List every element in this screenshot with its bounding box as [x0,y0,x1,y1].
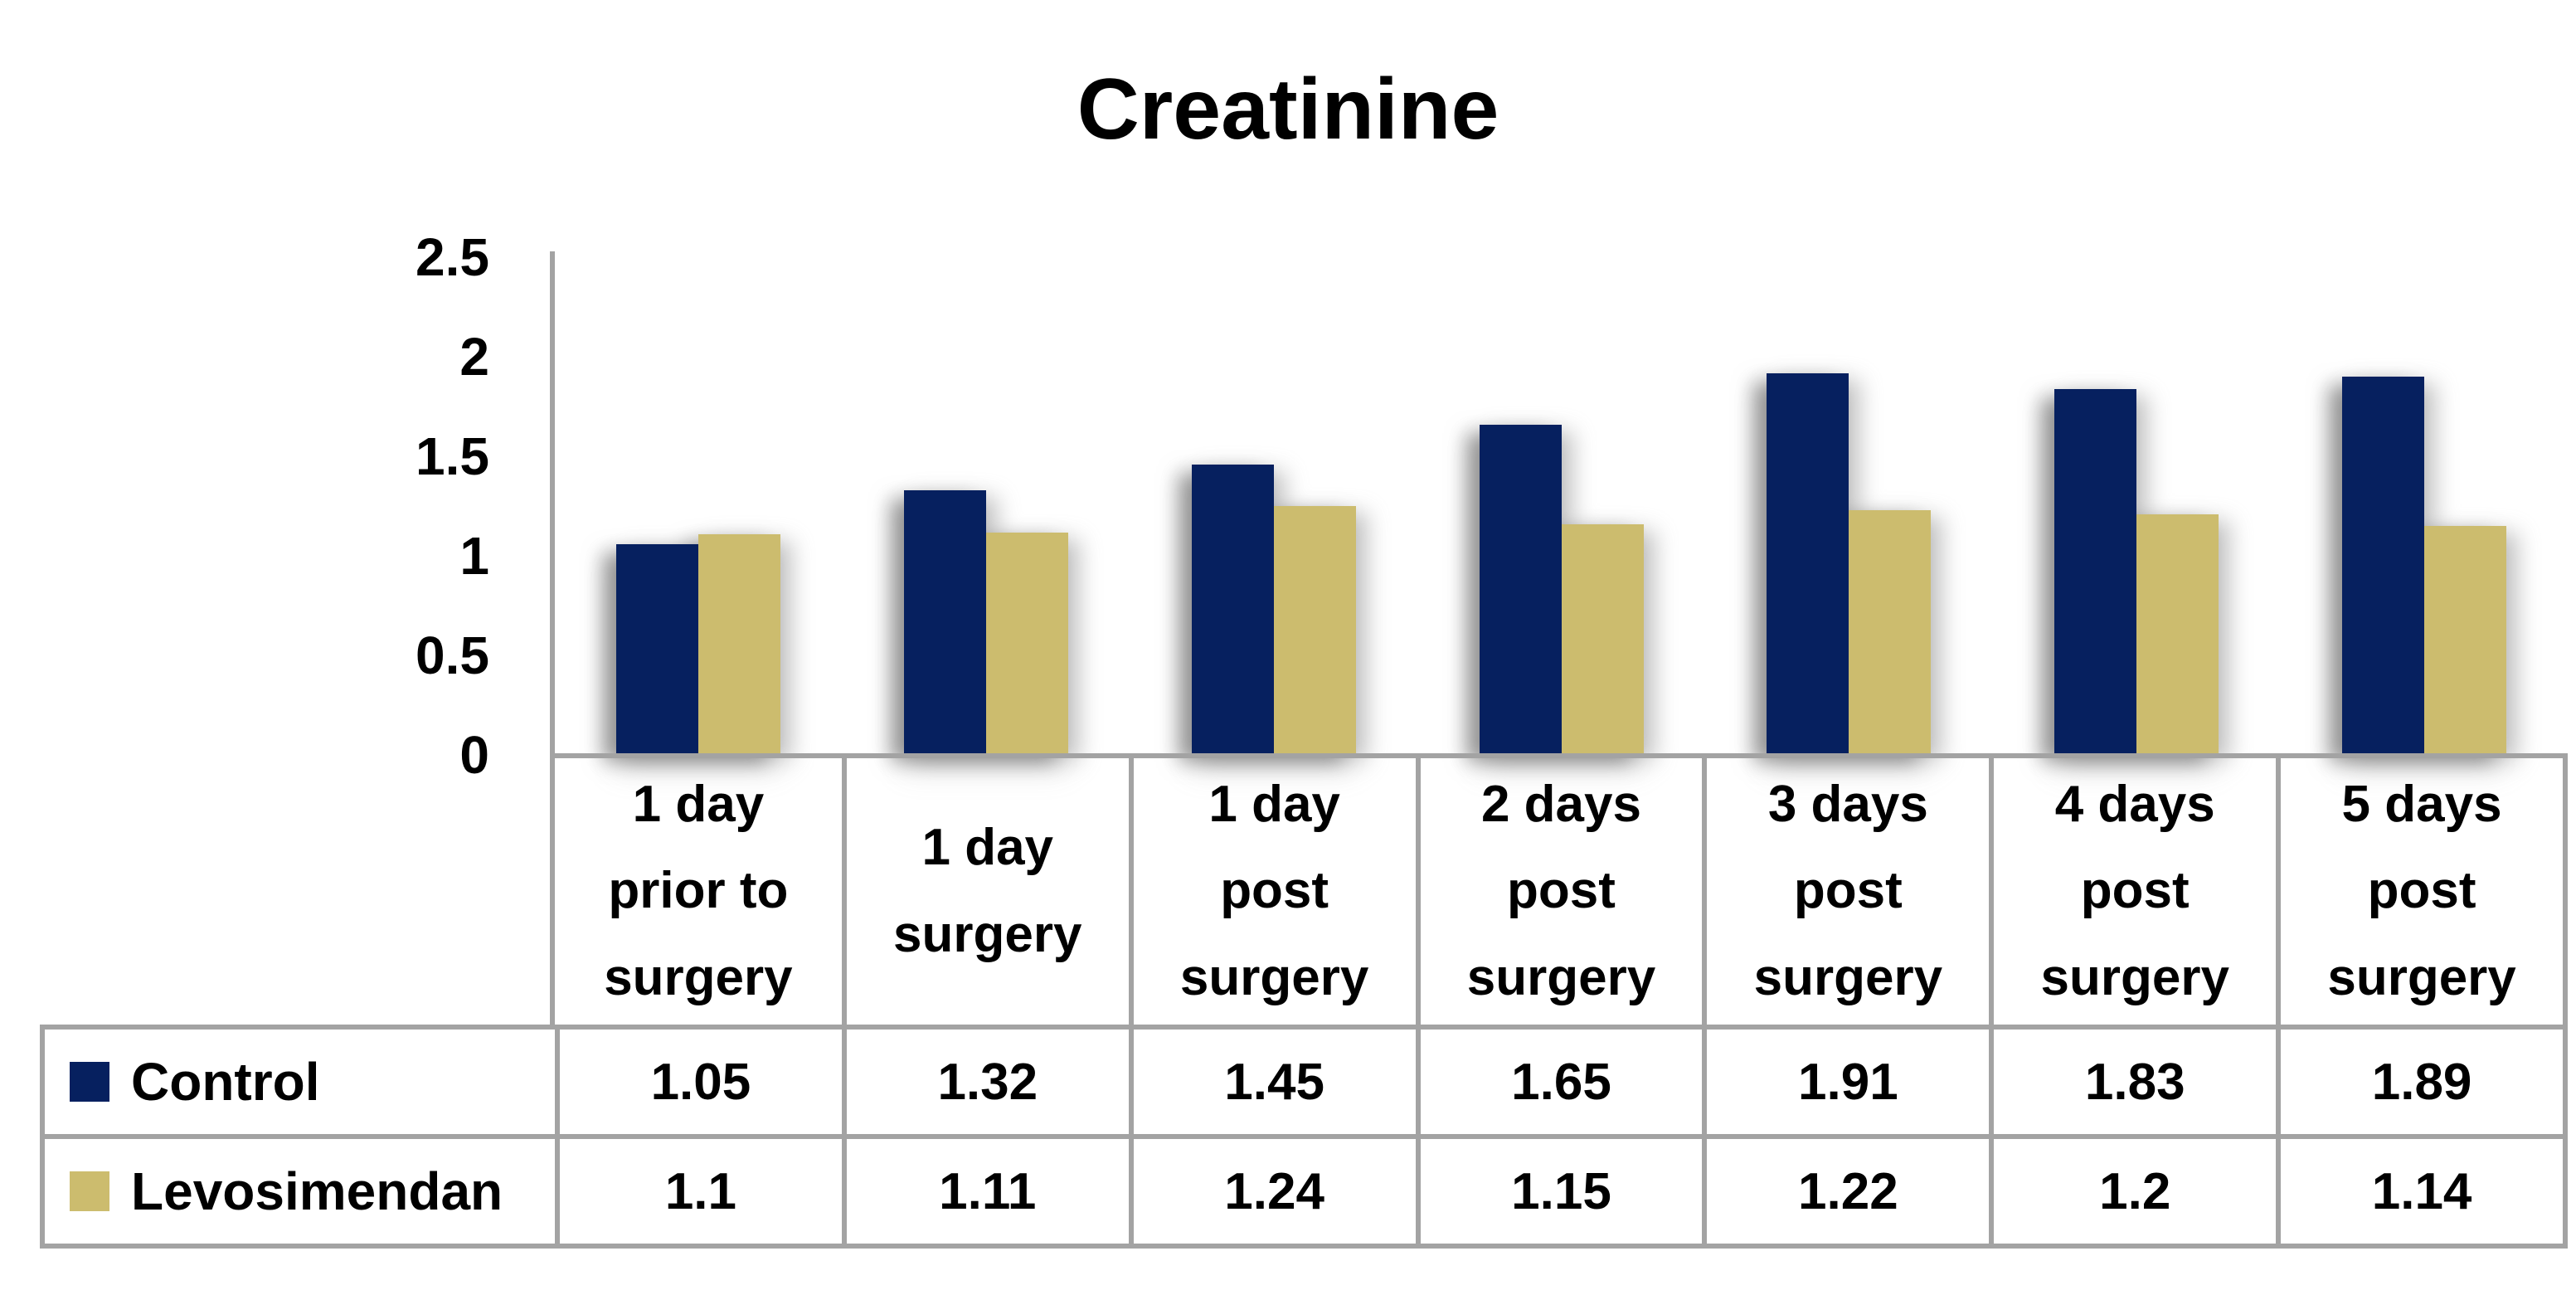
category-label-1: 1 day surgery [841,758,1129,1025]
category-header-row: 1 day prior to surgery 1 day surgery 1 day… [550,753,2568,1030]
bar-levosimendan-2 [1273,506,1356,753]
bar-levosimendan-3 [1561,524,1644,753]
value-control-0: 1.05 [555,1030,842,1134]
value-levosimendan-5: 1.2 [1989,1139,2276,1244]
bar-control-4 [1767,372,1849,753]
bar-control-6 [2341,377,2424,753]
bar-group-4 [1767,256,1932,753]
bar-group-2 [1191,256,1356,753]
value-control-5: 1.83 [1989,1030,2276,1134]
bar-group-3 [1479,256,1644,753]
levosimendan-legend-cell: Levosimendan [45,1139,555,1244]
bar-control-0 [616,544,699,753]
value-levosimendan-0: 1.1 [555,1139,842,1244]
bar-group-1 [904,256,1069,753]
chart-title: Creatinine [1077,61,1499,158]
value-levosimendan-1: 1.11 [841,1139,1129,1244]
bar-levosimendan-1 [986,532,1069,753]
value-levosimendan-3: 1.15 [1415,1139,1703,1244]
bar-control-3 [1479,425,1562,753]
y-axis-tick-label: 0 [459,725,489,785]
control-legend-cell: Control [45,1030,555,1134]
value-control-4: 1.91 [1702,1030,1989,1134]
value-control-1: 1.32 [841,1030,1129,1134]
value-levosimendan-2: 1.24 [1128,1139,1416,1244]
plot-area [555,256,2568,753]
value-levosimendan-4: 1.22 [1702,1139,1989,1244]
levosimendan-series-label: Levosimendan [131,1161,503,1221]
value-levosimendan-6: 1.14 [2276,1139,2563,1244]
bar-levosimendan-4 [1849,510,1932,753]
value-control-3: 1.65 [1415,1030,1703,1134]
bar-levosimendan-5 [2136,514,2219,753]
category-label-3: 2 days post surgery [1415,758,1703,1025]
bar-group-6 [2341,256,2506,753]
bar-group-0 [616,256,781,753]
bar-control-5 [2054,388,2136,753]
y-axis-tick-label: 0.5 [416,626,489,685]
bar-control-1 [904,490,987,753]
levosimendan-row: Levosimendan 1.1 1.11 1.24 1.15 1.22 1.2 1.14 [40,1134,2568,1249]
category-label-6: 5 days post surgery [2276,758,2563,1025]
category-label-0: 1 day prior to surgery [604,776,793,1006]
bar-group-5 [2054,256,2219,753]
y-axis-tick-label: 1 [459,526,489,586]
category-label-2: 1 day post surgery [1128,758,1416,1025]
control-series-label: Control [131,1052,320,1112]
category-label-4: 3 days post surgery [1702,758,1989,1025]
value-control-6: 1.89 [2276,1030,2563,1134]
y-axis-tick-label: 2 [459,327,489,387]
levosimendan-series-swatch-icon [70,1171,109,1211]
category-label-5: 4 days post surgery [1989,758,2276,1025]
control-series-swatch-icon [70,1062,109,1102]
value-control-2: 1.45 [1128,1030,1416,1134]
control-row: Control 1.05 1.32 1.45 1.65 1.91 1.83 1.89 [40,1025,2568,1139]
bar-control-2 [1191,465,1274,753]
y-axis-line [550,251,555,753]
y-axis-tick-label: 1.5 [416,426,489,486]
y-axis-tick-label: 2.5 [416,227,489,287]
bar-levosimendan-6 [2423,526,2506,753]
bar-levosimendan-0 [698,534,781,753]
